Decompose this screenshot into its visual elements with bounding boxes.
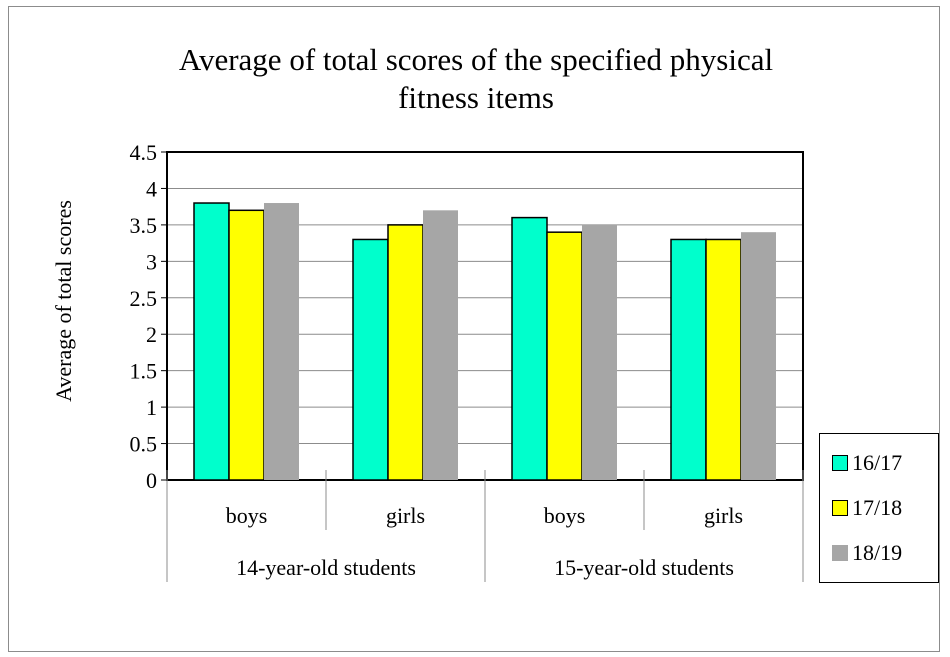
category-label: girls [386,503,425,528]
bar-18-19-4 [741,232,776,480]
category-label: boys [544,503,586,528]
bar-18-19-3 [582,224,617,480]
y-tick-label: 0 [146,468,157,493]
plot-area: 0 0.5 1 1.5 2 2.5 3 3.5 4 4.5 boys girls boys girls 14… [130,140,804,582]
bar-17-18-4 [705,238,742,481]
y-tick-label: 3 [146,249,157,274]
bar-17-18-2 [387,224,424,481]
legend-swatch-16-17 [832,455,848,471]
y-tick-label: 1 [146,395,157,420]
bar-18-19-2 [423,210,458,481]
bar-17-18-1 [228,209,265,481]
y-tick-label: 2 [146,322,157,347]
legend-item-16-17: 16/17 [832,448,902,478]
category-label: boys [226,503,268,528]
bar-16-17-2 [352,238,389,481]
legend: 16/17 17/18 18/19 [819,433,939,583]
bar-16-17-4 [670,238,707,481]
chart-title-line-2: fitness items [398,80,554,115]
y-tick-label: 3.5 [130,213,158,238]
chart-title-line-1: Average of total scores of the specified… [179,42,773,77]
y-tick-label: 4.5 [130,140,158,165]
y-axis-label: Average of total scores [51,200,76,402]
y-tick-label: 2.5 [130,286,158,311]
group-label: 15-year-old students [554,555,734,580]
bar-18-19-1 [264,203,299,480]
legend-label-17-18: 17/18 [852,495,903,520]
legend-label-16-17: 16/17 [852,450,903,475]
y-tick-label: 1.5 [130,359,158,384]
bar-16-17-3 [511,216,548,481]
legend-label-18-19: 18/19 [852,540,903,565]
legend-swatch-17-18 [832,500,848,516]
y-tick-label: 0.5 [130,432,158,457]
legend-item-17-18: 17/18 [832,493,902,523]
legend-swatch-18-19 [832,545,848,561]
category-label: girls [704,503,743,528]
bar-17-18-3 [546,231,583,481]
chart-frame [8,6,940,652]
bar-16-17-1 [193,202,230,481]
y-tick-label: 4 [146,176,157,201]
group-label: 14-year-old students [236,555,416,580]
legend-item-18-19: 18/19 [832,538,902,568]
